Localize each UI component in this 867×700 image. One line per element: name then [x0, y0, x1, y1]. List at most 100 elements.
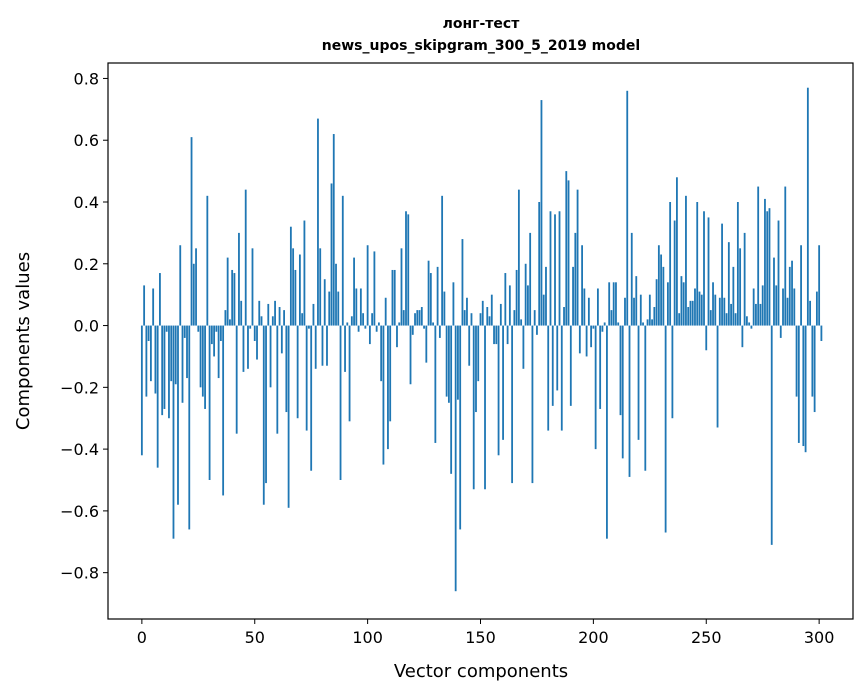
- bar-53: [260, 316, 263, 326]
- bar-30: [208, 325, 211, 480]
- bar-107: [382, 325, 385, 465]
- bar-202: [596, 288, 599, 326]
- bar-56: [267, 303, 270, 326]
- bar-266: [741, 325, 744, 348]
- bar-85: [332, 134, 335, 326]
- bar-23: [192, 263, 195, 326]
- bar-158: [497, 325, 500, 456]
- bar-144: [466, 297, 468, 326]
- bar-58: [271, 316, 274, 326]
- bar-32: [213, 325, 216, 357]
- x-tick-label: 150: [465, 628, 496, 647]
- bar-11: [165, 325, 168, 332]
- bar-221: [639, 294, 642, 326]
- bar-17: [179, 245, 182, 326]
- bar-19: [183, 325, 186, 338]
- bar-153: [486, 307, 489, 326]
- bar-220: [637, 325, 640, 440]
- bar-140: [457, 325, 459, 400]
- bar-214: [624, 297, 626, 326]
- bar-63: [283, 310, 285, 326]
- bar-2: [145, 325, 148, 397]
- bar-91: [346, 322, 349, 326]
- bar-106: [380, 325, 383, 382]
- bar-151: [481, 300, 484, 326]
- bar-1: [143, 285, 146, 326]
- bar-164: [511, 325, 514, 484]
- bar-93: [350, 316, 353, 326]
- x-axis-label: Vector components: [394, 661, 568, 682]
- bar-90: [344, 325, 346, 372]
- bar-147: [472, 325, 475, 490]
- bar-100: [366, 245, 369, 326]
- bar-14: [172, 325, 175, 539]
- bar-128: [429, 273, 432, 326]
- bar-4: [149, 325, 152, 382]
- bar-51: [256, 325, 258, 360]
- bar-168: [520, 319, 523, 326]
- bar-73: [305, 325, 308, 431]
- bar-79: [319, 248, 322, 326]
- bar-181: [549, 211, 552, 326]
- bar-31: [210, 325, 213, 345]
- bar-130: [434, 325, 437, 443]
- bar-129: [432, 322, 434, 326]
- bar-166: [515, 269, 518, 326]
- bar-40: [231, 269, 234, 326]
- bar-279: [770, 325, 773, 545]
- y-tick-label: 0.4: [74, 193, 99, 212]
- bar-141: [459, 325, 462, 530]
- bar-37: [224, 310, 227, 326]
- bar-52: [258, 300, 261, 326]
- bar-240: [682, 282, 685, 326]
- bar-45: [242, 325, 245, 372]
- bar-218: [633, 297, 635, 326]
- bar-263: [734, 313, 737, 326]
- bar-67: [292, 248, 295, 326]
- bar-185: [558, 211, 561, 326]
- bar-82: [326, 325, 328, 366]
- bar-173: [531, 325, 534, 484]
- bar-247: [698, 291, 701, 326]
- bar-119: [409, 325, 412, 385]
- bar-5: [152, 288, 155, 326]
- bar-97: [359, 288, 362, 326]
- bar-289: [793, 288, 796, 326]
- plot-frame: [107, 62, 854, 620]
- bar-179: [545, 266, 547, 326]
- bar-145: [468, 325, 471, 366]
- bar-110: [389, 325, 392, 422]
- bar-176: [538, 202, 541, 326]
- bar-277: [766, 211, 769, 326]
- bar-180: [547, 325, 550, 431]
- bar-105: [378, 322, 380, 326]
- y-axis-label: Components values: [13, 252, 34, 430]
- bar-127: [427, 260, 430, 326]
- bar-81: [323, 279, 326, 326]
- bar-133: [441, 195, 444, 326]
- bar-139: [454, 325, 457, 592]
- bar-146: [470, 313, 473, 326]
- bar-55: [265, 325, 267, 484]
- bar-262: [732, 266, 735, 326]
- bar-43: [238, 232, 240, 326]
- bar-121: [414, 313, 416, 326]
- bar-250: [705, 325, 708, 351]
- bar-293: [802, 325, 805, 447]
- bar-201: [594, 325, 597, 450]
- bar-190: [569, 325, 572, 406]
- bar-298: [813, 325, 816, 413]
- bar-215: [626, 90, 629, 326]
- ticks-group: 0 50 100 150 200 250 300 −0.8 −0.6 −0.4 −0.2 0.0 0.2…: [60, 69, 834, 647]
- bar-18: [181, 325, 184, 403]
- bar-39: [229, 319, 231, 326]
- bar-194: [578, 325, 581, 354]
- bar-271: [752, 288, 755, 326]
- bar-234: [669, 202, 672, 326]
- bar-104: [375, 325, 378, 332]
- y-tick-label: 0.2: [74, 255, 99, 274]
- bar-291: [797, 325, 800, 443]
- bar-44: [240, 300, 243, 326]
- bar-115: [400, 248, 403, 326]
- bar-259: [725, 313, 728, 326]
